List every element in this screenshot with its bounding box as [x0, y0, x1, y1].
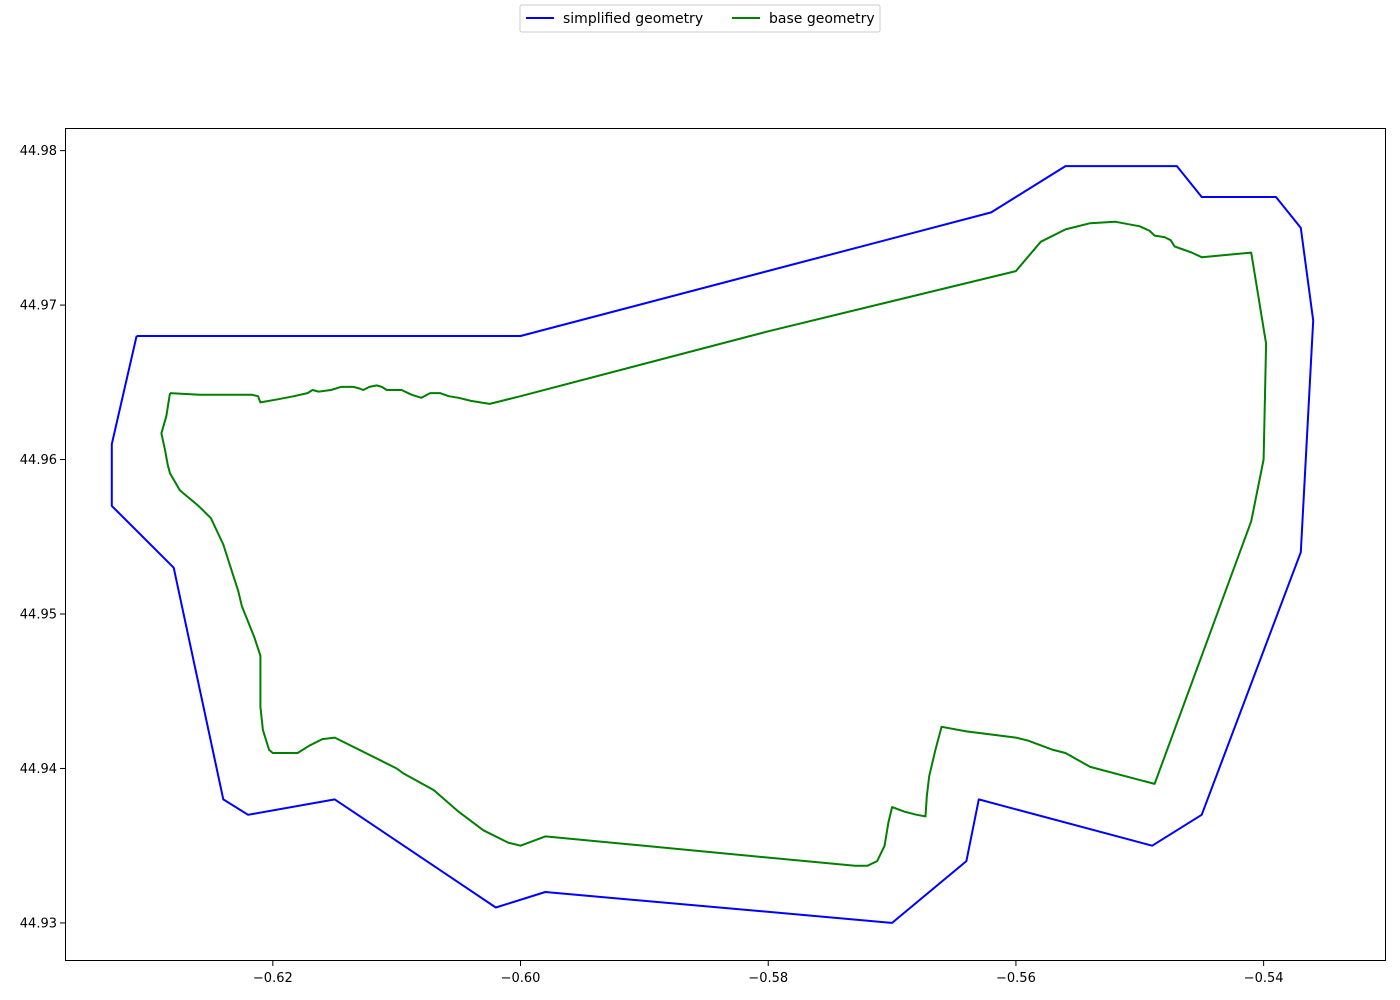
x-tick-label: −0.54 [1244, 971, 1284, 986]
y-axis: 44.93 44.94 44.95 44.96 44.97 44.98 [20, 144, 66, 931]
series-line-simplified-geometry [110, 165, 1315, 924]
series-layer [110, 165, 1315, 924]
y-tick-label: 44.96 [20, 453, 57, 468]
x-tick-label: −0.60 [501, 971, 541, 986]
y-tick-label: 44.94 [20, 762, 57, 777]
y-tick-label: 44.95 [20, 608, 57, 623]
plot-frame [65, 128, 1386, 961]
y-tick-label: 44.97 [20, 299, 57, 314]
legend-box [519, 4, 881, 33]
x-axis: −0.62 −0.60 −0.58 −0.56 −0.54 [253, 960, 1284, 986]
y-tick-label: 44.93 [20, 916, 57, 931]
legend-label-base: base geometry [769, 11, 875, 27]
x-tick-label: −0.58 [748, 971, 788, 986]
series-line-base-geometry [160, 220, 1268, 867]
x-tick-label: −0.56 [996, 971, 1036, 986]
x-tick-label: −0.62 [253, 971, 293, 986]
legend: simplified geometry base geometry [519, 4, 881, 33]
legend-label-simplified: simplified geometry [563, 11, 703, 27]
y-tick-label: 44.98 [20, 144, 57, 159]
